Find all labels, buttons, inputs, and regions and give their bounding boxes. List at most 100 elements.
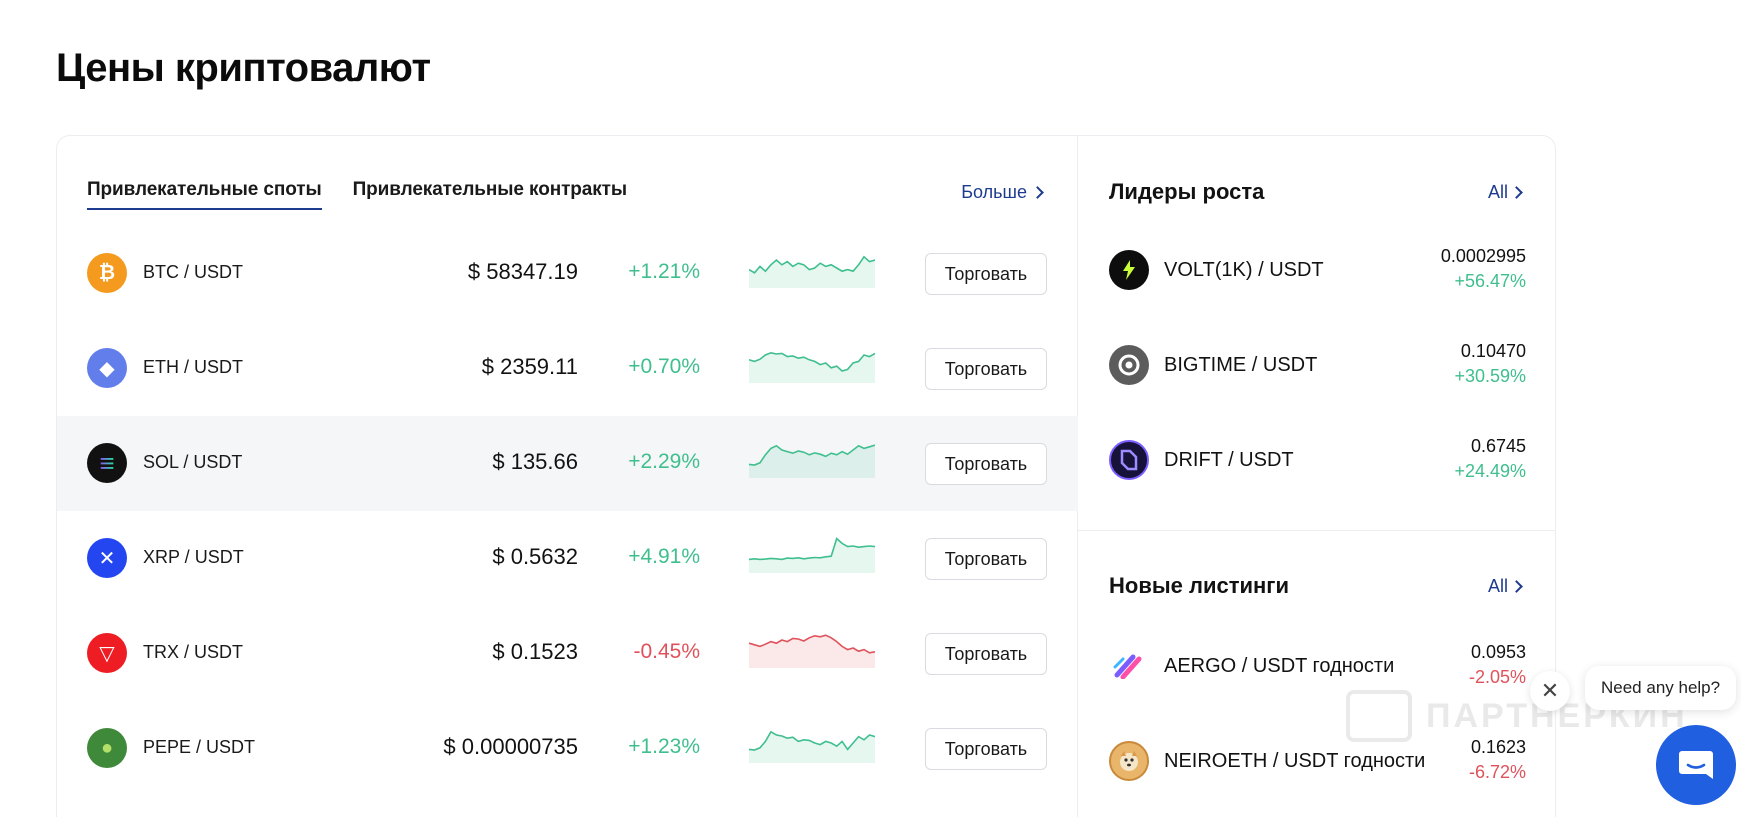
gainers-all-link[interactable]: All [1487, 182, 1523, 203]
pair-name: AERGO / USDT годности [1164, 655, 1395, 677]
trade-button[interactable]: Торговать [925, 728, 1047, 770]
trade-button[interactable]: Торговать [925, 443, 1047, 485]
chevron-right-icon [1510, 186, 1523, 199]
price: 0.0953 [1470, 642, 1526, 662]
list-item[interactable]: DRIFT / USDT 0.6745 +24.49% [1078, 429, 1555, 499]
price: $ 0.1523 [492, 639, 578, 664]
change-percent: -2.05% [1468, 667, 1526, 687]
chat-icon [1679, 751, 1713, 779]
page-title: Цены криптовалют [56, 46, 431, 90]
price: 0.10470 [1460, 341, 1526, 361]
tabs: Привлекательные споты Привлекательные ко… [87, 179, 627, 210]
sparkline-area [749, 445, 875, 478]
change-percent: +2.29% [628, 450, 700, 473]
price: $ 135.66 [492, 449, 578, 474]
neiro-icon [1109, 741, 1149, 781]
chevron-right-icon [1510, 580, 1523, 593]
pair-name: VOLT(1K) / USDT [1164, 259, 1324, 281]
tron-icon: ▽ [87, 633, 127, 673]
tab-attractive-contracts[interactable]: Привлекательные контракты [352, 179, 627, 200]
aergo-icon [1109, 646, 1149, 686]
all-label: All [1487, 576, 1508, 596]
chat-button[interactable] [1656, 725, 1736, 805]
pair-name: XRP / USDT [143, 547, 244, 567]
change-percent: +24.49% [1454, 461, 1526, 481]
gainers-section: Лидеры роста All VOLT(1K) / USDT 0.00029… [1078, 136, 1555, 530]
spot-panel: Привлекательные споты Привлекательные ко… [57, 136, 1078, 817]
solana-icon: ≡ [87, 443, 127, 483]
pair-name: NEIROETH / USDT годности [1164, 750, 1426, 772]
listings-title: Новые листинги [1109, 573, 1289, 598]
price: $ 58347.19 [467, 259, 578, 284]
ethereum-icon: ◆ [87, 348, 127, 388]
price: $ 0.5632 [492, 544, 578, 569]
pair-name: DRIFT / USDT [1164, 449, 1294, 471]
section-divider [1078, 530, 1555, 531]
sparkline [749, 351, 875, 383]
change-percent: +1.23% [628, 735, 700, 758]
sparkline-area [749, 538, 875, 573]
table-row[interactable]: ◆ ETH / USDT $ 2359.11 +0.70% Торговать [57, 321, 1078, 416]
pair-name: SOL / USDT [143, 452, 243, 472]
sparkline [749, 537, 875, 573]
more-link[interactable]: Больше [961, 182, 1044, 203]
more-label: Больше [961, 182, 1027, 202]
close-icon: ✕ [1540, 678, 1560, 703]
sparkline-line [749, 351, 875, 372]
sparkline-line [749, 444, 875, 466]
sparkline-area [749, 352, 875, 383]
help-bubble[interactable]: Need any help? [1585, 666, 1737, 710]
volt-icon [1109, 250, 1149, 290]
trade-button[interactable]: Торговать [925, 348, 1047, 390]
sparkline-line [749, 730, 875, 751]
table-row[interactable]: ● PEPE / USDT $ 0.00000735 +1.23% Торгов… [57, 701, 1078, 796]
close-help-button[interactable]: ✕ [1530, 671, 1570, 711]
list-item[interactable]: AERGO / USDT годности 0.0953 -2.05% [1078, 635, 1555, 705]
change-percent: +0.70% [628, 355, 700, 378]
change-percent: +30.59% [1454, 366, 1526, 386]
gainers-title: Лидеры роста [1109, 179, 1265, 204]
list-item[interactable]: BIGTIME / USDT 0.10470 +30.59% [1078, 334, 1555, 404]
list-item[interactable]: VOLT(1K) / USDT 0.0002995 +56.47% [1078, 239, 1555, 309]
xrp-icon: ✕ [87, 538, 127, 578]
sparkline [749, 730, 875, 763]
trade-button[interactable]: Торговать [925, 633, 1047, 675]
list-item[interactable]: NEIROETH / USDT годности 0.1623 -6.72% [1078, 730, 1555, 800]
price: $ 2359.11 [481, 354, 578, 379]
drift-icon [1109, 440, 1149, 480]
prices-card: Привлекательные споты Привлекательные ко… [56, 135, 1556, 817]
sparkline-area [749, 731, 875, 763]
side-panel: Лидеры роста All VOLT(1K) / USDT 0.00029… [1078, 136, 1555, 817]
sparkline [749, 444, 875, 478]
price: 0.6745 [1470, 436, 1526, 456]
change-percent: +4.91% [628, 545, 700, 568]
sparkline-area [749, 256, 875, 288]
price: 0.0002995 [1440, 246, 1526, 266]
tab-attractive-spots[interactable]: Привлекательные споты [87, 179, 322, 210]
table-row[interactable]: ≡ SOL / USDT $ 135.66 +2.29% Торговать [57, 416, 1078, 511]
change-percent: -6.72% [1468, 762, 1526, 782]
pair-name: BTC / USDT [143, 262, 244, 282]
change-percent: +56.47% [1454, 271, 1526, 291]
sparkline-area [749, 635, 875, 668]
pair-name: PEPE / USDT [143, 737, 256, 757]
change-percent: +1.21% [628, 260, 700, 283]
all-label: All [1487, 182, 1508, 202]
sparkline-line [749, 634, 875, 654]
table-row[interactable]: ✕ XRP / USDT $ 0.5632 +4.91% Торговать [57, 511, 1078, 606]
sparkline-line [749, 537, 875, 561]
table-row[interactable]: ₿ BTC / USDT $ 58347.19 +1.21% Торговать [57, 226, 1078, 321]
bitcoin-icon: ₿ [87, 253, 127, 293]
pepe-icon: ● [87, 728, 127, 768]
sparkline [749, 634, 875, 668]
chevron-right-icon [1031, 186, 1044, 199]
pair-name: BIGTIME / USDT [1164, 354, 1318, 376]
table-row[interactable]: ▽ TRX / USDT $ 0.1523 -0.45% Торговать [57, 606, 1078, 701]
sparkline [749, 255, 875, 288]
trade-button[interactable]: Торговать [925, 253, 1047, 295]
pair-name: ETH / USDT [143, 357, 244, 377]
listings-all-link[interactable]: All [1487, 576, 1523, 597]
trade-button[interactable]: Торговать [925, 538, 1047, 580]
sparkline-line [749, 255, 875, 274]
pair-name: TRX / USDT [143, 642, 244, 662]
